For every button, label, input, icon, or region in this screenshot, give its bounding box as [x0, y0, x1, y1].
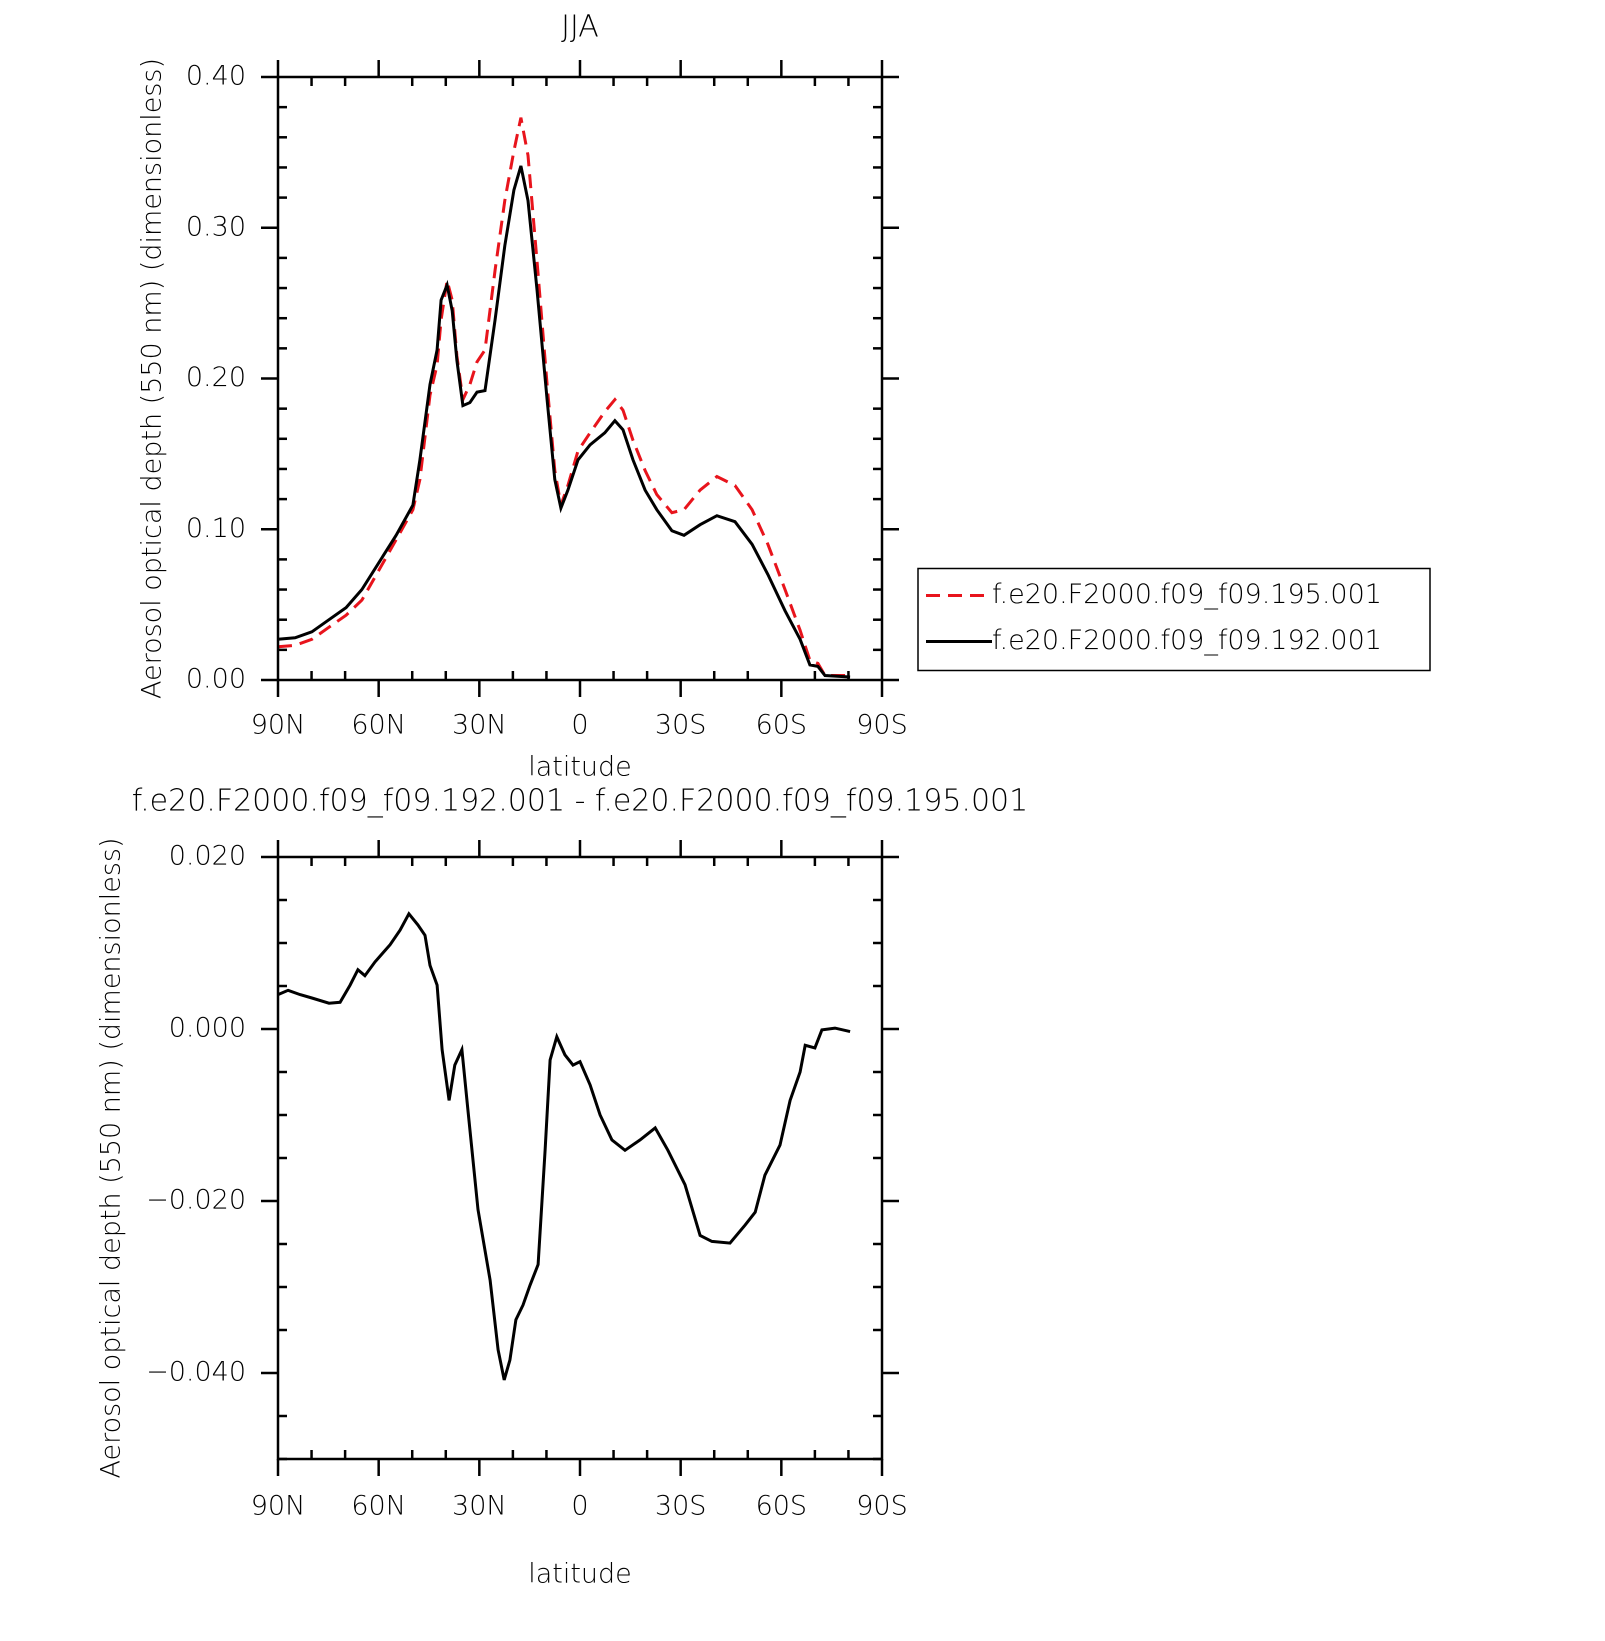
y-axis-title: Aerosol optical depth (550 nm) (dimensio…: [96, 837, 127, 1478]
legend-label: f.e20.F2000.f09_f09.192.001: [992, 625, 1382, 656]
x-tick-label: 30N: [452, 1491, 507, 1522]
y-axis-title: Aerosol optical depth (550 nm) (dimensio…: [137, 58, 168, 699]
y-tick-label: 0.020: [169, 841, 246, 872]
x-axis-title: latitude: [528, 752, 632, 783]
plot-frame: [276, 855, 884, 1461]
chart-title: f.e20.F2000.f09_f09.192.001 - f.e20.F200…: [132, 784, 1028, 819]
legend-label: f.e20.F2000.f09_f09.195.001: [992, 579, 1382, 610]
x-tick-label: 90S: [856, 710, 908, 741]
x-axis-title: latitude: [528, 1559, 632, 1590]
plot-frame: [276, 75, 884, 682]
data-line: [277, 165, 851, 679]
x-tick-label: 30N: [452, 710, 507, 741]
data-line: [277, 911, 851, 1381]
x-tick-label: 90N: [251, 710, 306, 741]
x-tick-label: 90N: [251, 1491, 306, 1522]
x-tick-label: 0: [571, 710, 588, 741]
x-tick-label: 60N: [351, 710, 406, 741]
y-tick-label: −0.020: [146, 1185, 246, 1216]
y-tick-label: 0.000: [169, 1013, 246, 1044]
chart-title: JJA: [561, 10, 599, 45]
y-tick-label: 0.20: [186, 362, 246, 393]
y-tick-label: −0.040: [146, 1357, 246, 1388]
x-tick-label: 60S: [756, 1491, 808, 1522]
y-tick-label: 0.00: [186, 664, 246, 695]
legend-box: [917, 567, 1431, 672]
x-tick-label: 90S: [856, 1491, 908, 1522]
data-line: [277, 117, 851, 677]
x-tick-label: 60N: [351, 1491, 406, 1522]
x-tick-label: 60S: [756, 710, 808, 741]
y-tick-label: 0.10: [186, 513, 246, 544]
y-tick-label: 0.40: [186, 61, 246, 92]
x-tick-label: 0: [571, 1491, 588, 1522]
y-tick-label: 0.30: [186, 211, 246, 242]
x-tick-label: 30S: [655, 710, 707, 741]
x-tick-label: 30S: [655, 1491, 707, 1522]
